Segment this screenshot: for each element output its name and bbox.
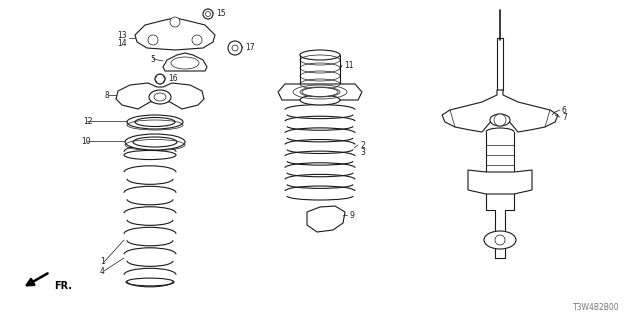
Text: 16: 16: [168, 74, 178, 83]
Ellipse shape: [490, 114, 510, 126]
Text: 2: 2: [360, 140, 365, 149]
Polygon shape: [155, 75, 165, 83]
Ellipse shape: [171, 57, 199, 69]
Text: 12: 12: [83, 116, 93, 125]
Polygon shape: [307, 206, 345, 232]
Ellipse shape: [300, 95, 340, 105]
Circle shape: [192, 35, 202, 45]
Circle shape: [170, 17, 180, 27]
Circle shape: [155, 74, 165, 84]
Text: 8: 8: [104, 91, 109, 100]
Circle shape: [203, 9, 213, 19]
Text: 7: 7: [562, 113, 567, 122]
Circle shape: [148, 35, 158, 45]
Ellipse shape: [484, 231, 516, 249]
Ellipse shape: [135, 117, 175, 126]
Text: 4: 4: [100, 267, 105, 276]
Ellipse shape: [127, 115, 183, 129]
Text: 14: 14: [117, 38, 127, 47]
Polygon shape: [116, 83, 204, 109]
Polygon shape: [468, 170, 532, 194]
Circle shape: [232, 45, 238, 51]
Text: 11: 11: [344, 60, 353, 69]
Ellipse shape: [133, 137, 177, 147]
Ellipse shape: [154, 93, 166, 101]
Polygon shape: [204, 9, 212, 19]
Text: 9: 9: [349, 211, 354, 220]
Text: T3W4B2B00: T3W4B2B00: [573, 303, 620, 312]
Text: 10: 10: [81, 137, 91, 146]
Circle shape: [494, 114, 506, 126]
Text: 13: 13: [117, 30, 127, 39]
Text: FR.: FR.: [54, 281, 72, 291]
Polygon shape: [278, 84, 362, 100]
Text: 15: 15: [216, 9, 226, 18]
Text: 5: 5: [150, 54, 155, 63]
Polygon shape: [163, 53, 207, 71]
Ellipse shape: [302, 87, 338, 97]
Text: 6: 6: [562, 106, 567, 115]
Polygon shape: [442, 90, 558, 132]
Text: 3: 3: [360, 148, 365, 156]
Text: 1: 1: [100, 258, 105, 267]
Ellipse shape: [300, 50, 340, 60]
Circle shape: [205, 12, 211, 17]
Polygon shape: [135, 18, 215, 50]
Ellipse shape: [125, 134, 185, 150]
Ellipse shape: [149, 90, 171, 104]
Text: 17: 17: [245, 43, 255, 52]
